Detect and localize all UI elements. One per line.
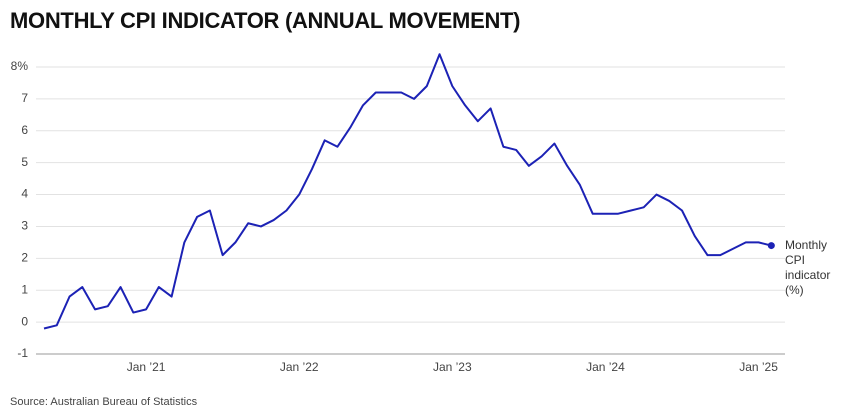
y-tick-label: 8% xyxy=(11,59,29,73)
y-tick-label: 0 xyxy=(21,314,28,328)
source-note: Source: Australian Bureau of Statistics xyxy=(10,396,198,408)
y-tick-label: 7 xyxy=(21,91,28,105)
y-tick-label: 6 xyxy=(21,123,28,137)
series-label: Monthly CPI indicator (%) xyxy=(785,238,831,297)
y-tick-label: -1 xyxy=(17,346,28,360)
x-tick-label: Jan ’21 xyxy=(127,360,166,374)
y-tick-label: 3 xyxy=(21,219,28,233)
y-tick-label: 2 xyxy=(21,251,28,265)
x-tick-label: Jan ’25 xyxy=(739,360,778,374)
end-dot xyxy=(767,242,775,250)
y-tick-label: 4 xyxy=(21,187,28,201)
y-tick-label: 5 xyxy=(21,155,28,169)
y-tick-label: 1 xyxy=(21,282,28,296)
x-tick-label: Jan ’24 xyxy=(586,360,625,374)
x-tick-label: Jan ’22 xyxy=(280,360,319,374)
x-tick-label: Jan ’23 xyxy=(433,360,472,374)
series-line xyxy=(43,53,772,330)
chart-title: MONTHLY CPI INDICATOR (ANNUAL MOVEMENT) xyxy=(10,8,521,33)
